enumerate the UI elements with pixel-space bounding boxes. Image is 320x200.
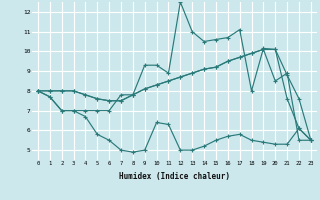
X-axis label: Humidex (Indice chaleur): Humidex (Indice chaleur) [119, 172, 230, 181]
